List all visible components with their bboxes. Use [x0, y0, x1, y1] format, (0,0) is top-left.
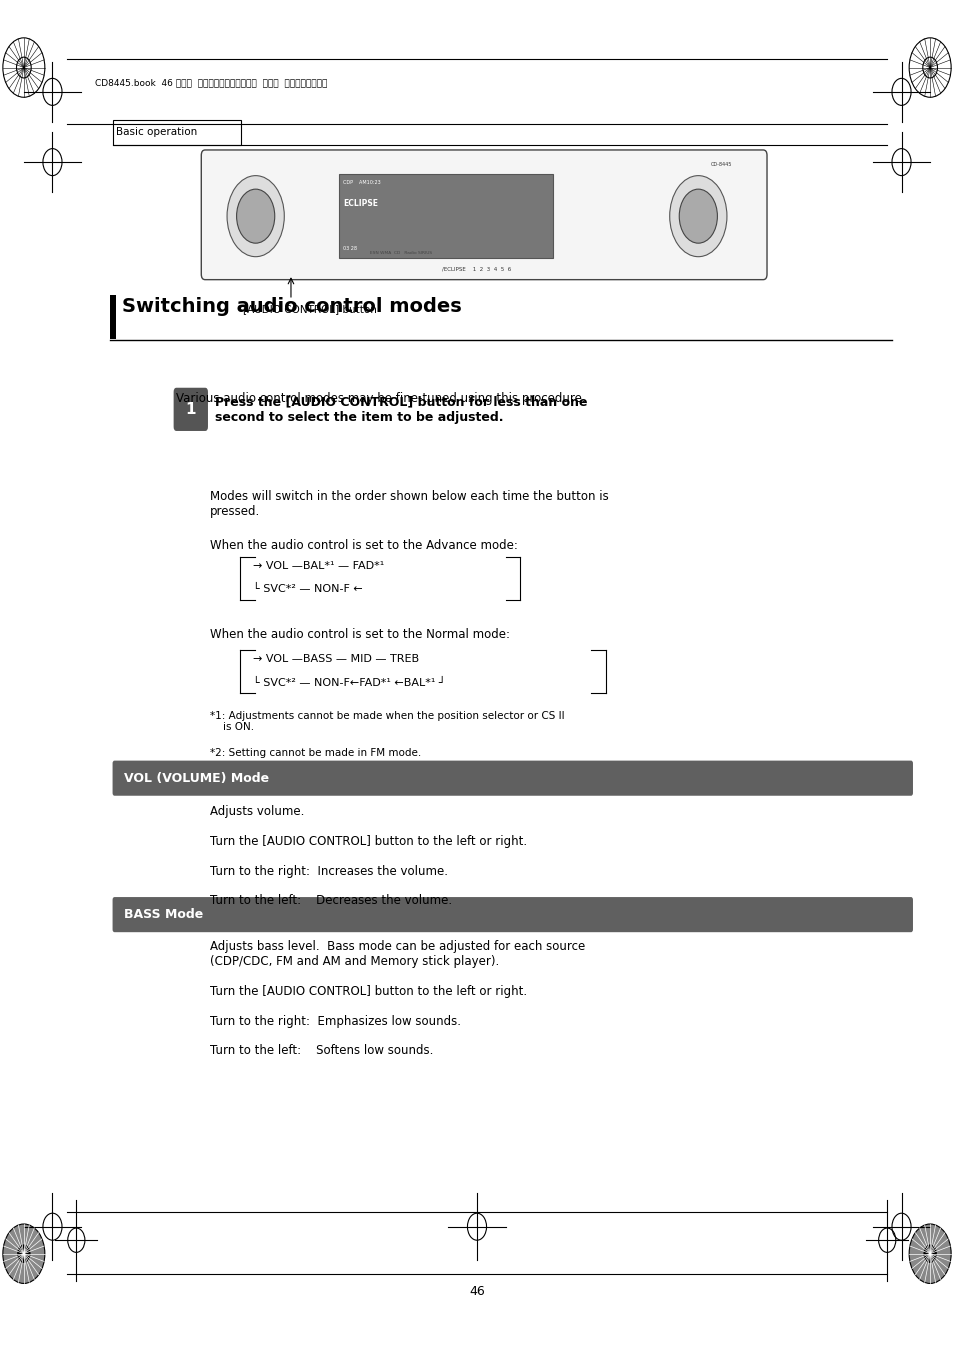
Circle shape [922, 57, 937, 78]
Text: Modes will switch in the order shown below each time the button is
pressed.: Modes will switch in the order shown bel… [210, 490, 608, 519]
FancyBboxPatch shape [173, 388, 208, 431]
Text: 46: 46 [469, 1285, 484, 1298]
Circle shape [3, 38, 45, 97]
Text: Turn the [AUDIO CONTROL] button to the left or right.: Turn the [AUDIO CONTROL] button to the l… [210, 985, 526, 998]
Text: Turn the [AUDIO CONTROL] button to the left or right.: Turn the [AUDIO CONTROL] button to the l… [210, 835, 526, 848]
Text: 1: 1 [185, 401, 196, 417]
Text: ESN WMA  CD   Radio SIRIUS: ESN WMA CD Radio SIRIUS [369, 251, 432, 254]
FancyBboxPatch shape [112, 761, 912, 796]
Text: Turn to the right:  Increases the volume.: Turn to the right: Increases the volume. [210, 865, 447, 878]
Circle shape [17, 1244, 30, 1263]
Text: Press the [AUDIO CONTROL] button for less than one
second to select the item to : Press the [AUDIO CONTROL] button for les… [214, 396, 586, 424]
FancyBboxPatch shape [112, 120, 241, 145]
Text: Adjusts volume.: Adjusts volume. [210, 805, 304, 819]
Text: VOL (VOLUME) Mode: VOL (VOLUME) Mode [124, 771, 269, 785]
Text: └ SVC*² — NON-F←FAD*¹ ←BAL*¹ ┘: └ SVC*² — NON-F←FAD*¹ ←BAL*¹ ┘ [253, 678, 445, 688]
Text: /ECLIPSE    1  2  3  4  5  6: /ECLIPSE 1 2 3 4 5 6 [442, 266, 511, 272]
Text: ECLIPSE: ECLIPSE [343, 199, 378, 208]
Text: → VOL —BASS — MID — TREB: → VOL —BASS — MID — TREB [253, 654, 418, 663]
Text: When the audio control is set to the Advance mode:: When the audio control is set to the Adv… [210, 539, 517, 553]
Circle shape [679, 189, 717, 243]
Text: Adjusts bass level.  Bass mode can be adjusted for each source
(CDP/CDC, FM and : Adjusts bass level. Bass mode can be adj… [210, 940, 584, 969]
Text: → VOL —BAL*¹ — FAD*¹: → VOL —BAL*¹ — FAD*¹ [253, 561, 384, 570]
Text: Turn to the left:    Softens low sounds.: Turn to the left: Softens low sounds. [210, 1044, 433, 1058]
FancyBboxPatch shape [201, 150, 766, 280]
Circle shape [908, 38, 950, 97]
Text: 03 28: 03 28 [343, 246, 357, 251]
Text: CD-8445: CD-8445 [710, 162, 731, 168]
Circle shape [908, 1224, 950, 1283]
Text: CD8445.book  46 ページ  ２００４年１２月１３日  月曜日  午前１１時３０分: CD8445.book 46 ページ ２００４年１２月１３日 月曜日 午前１１時… [95, 78, 328, 88]
Text: BASS Mode: BASS Mode [124, 908, 203, 921]
Text: *2: Setting cannot be made in FM mode.: *2: Setting cannot be made in FM mode. [210, 748, 420, 758]
FancyBboxPatch shape [338, 174, 553, 258]
Circle shape [227, 176, 284, 257]
Text: Turn to the left:    Decreases the volume.: Turn to the left: Decreases the volume. [210, 894, 452, 908]
Text: Various audio control modes may be fine-tuned using this procedure.: Various audio control modes may be fine-… [176, 392, 585, 405]
Text: [AUDIO CONTROL] button: [AUDIO CONTROL] button [243, 304, 376, 313]
Text: When the audio control is set to the Normal mode:: When the audio control is set to the Nor… [210, 628, 509, 642]
Text: Switching audio control modes: Switching audio control modes [122, 297, 461, 316]
Text: Turn to the right:  Emphasizes low sounds.: Turn to the right: Emphasizes low sounds… [210, 1015, 460, 1028]
Circle shape [16, 57, 31, 78]
Bar [110, 295, 116, 339]
Text: └ SVC*² — NON-F ←: └ SVC*² — NON-F ← [253, 585, 362, 594]
FancyBboxPatch shape [112, 897, 912, 932]
Text: CDP    AM10:23: CDP AM10:23 [343, 180, 381, 185]
Circle shape [3, 1224, 45, 1283]
Circle shape [669, 176, 726, 257]
Text: *1: Adjustments cannot be made when the position selector or CS II
    is ON.: *1: Adjustments cannot be made when the … [210, 711, 564, 732]
Circle shape [236, 189, 274, 243]
Circle shape [923, 1244, 936, 1263]
Text: Basic operation: Basic operation [116, 127, 197, 138]
